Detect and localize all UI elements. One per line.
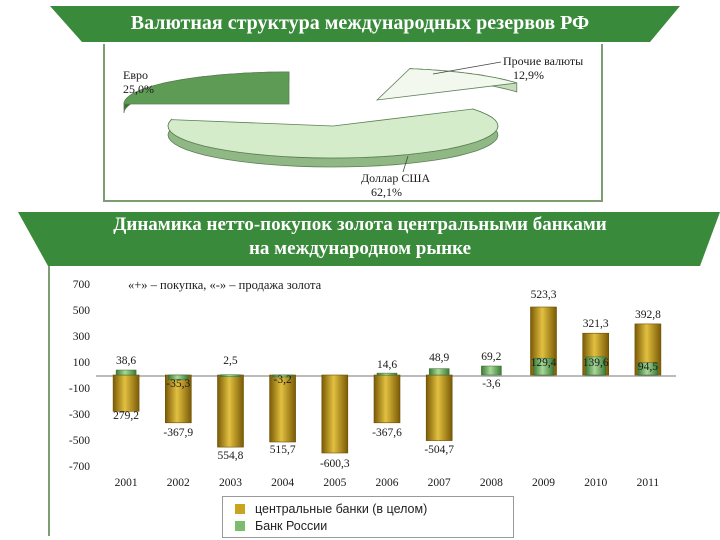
legend-label: центральные банки (в целом) <box>255 502 428 516</box>
pie-value-usd: 62,1% <box>371 185 402 199</box>
data-label-bank-of-russia: 2,5 <box>223 355 238 367</box>
x-tick-label: 2006 <box>376 477 399 489</box>
page-title: Валютная структура международных резерво… <box>130 12 590 34</box>
data-label-bank-of-russia: 38,6 <box>116 355 136 367</box>
bar-central-banks <box>165 374 192 424</box>
bar-bank-of-russia <box>272 374 293 378</box>
data-label-bank-of-russia: 129,4 <box>531 357 557 369</box>
pie-slice <box>167 108 499 159</box>
y-tick-label: -300 <box>69 409 90 421</box>
y-tick-label: -100 <box>69 383 90 395</box>
chart-legend: центральные банки (в целом) Банк России <box>222 496 514 538</box>
x-tick-label: 2005 <box>323 477 346 489</box>
x-tick-label: 2002 <box>167 477 190 489</box>
banner-shape <box>18 212 720 266</box>
pie-slice <box>375 68 517 101</box>
x-tick-label: 2007 <box>428 477 451 489</box>
y-tick-label: -500 <box>69 435 90 447</box>
section-title-line1: Динамика нетто-покупок золота центральны… <box>113 214 607 235</box>
x-tick-label: 2011 <box>637 477 660 489</box>
pie-leader-line <box>432 61 502 75</box>
legend-swatch-green <box>235 521 245 531</box>
bar-bank-of-russia <box>168 374 189 380</box>
y-tick-label: -700 <box>69 461 90 473</box>
pie-chart-frame <box>103 44 603 202</box>
header-banner-bottom: Динамика нетто-покупок золота центральны… <box>0 212 720 266</box>
bar-bank-of-russia <box>533 357 554 376</box>
data-label-bank-of-russia: 139,6 <box>583 357 609 369</box>
pie-slice <box>123 71 290 105</box>
bar-central-banks <box>217 374 244 448</box>
pie-value-euro: 25,0% <box>123 82 154 96</box>
y-tick-label: 700 <box>73 279 91 291</box>
data-label-bank-of-russia: 14,6 <box>377 359 397 371</box>
data-label-central-banks: 321,3 <box>583 318 609 330</box>
legend-item-bank-of-russia: Банк России <box>235 519 327 537</box>
legend-item-central-banks: центральные банки (в целом) <box>235 502 427 520</box>
y-tick-label: 100 <box>73 357 91 369</box>
y-tick-label: 500 <box>73 305 91 317</box>
data-label-bank-of-russia: -3,2 <box>274 374 292 386</box>
data-label-bank-of-russia: 94,5 <box>638 361 658 373</box>
legend-swatch-gold <box>235 504 245 514</box>
bar-central-banks <box>373 374 401 424</box>
data-label-bank-of-russia: 69,2 <box>481 351 501 363</box>
banner-shape <box>50 6 680 42</box>
x-tick-label: 2010 <box>584 477 607 489</box>
pie-label-euro: Евро <box>123 68 148 82</box>
bar-chart-frame <box>48 266 708 536</box>
section-title-line2: на международном рынке <box>248 238 472 259</box>
bar-bank-of-russia <box>637 362 659 376</box>
data-label-bank-of-russia: -35,3 <box>166 378 190 390</box>
pie-label-usd: Доллар США <box>361 171 430 185</box>
bar-central-banks <box>321 374 349 454</box>
y-tick-label: 300 <box>73 331 91 343</box>
pie-leader-line <box>402 155 409 173</box>
data-label-central-banks: 523,3 <box>531 289 557 301</box>
x-tick-label: 2003 <box>219 477 242 489</box>
bar-central-banks <box>425 374 453 441</box>
header-banner-top: Валютная структура международных резерво… <box>0 6 720 42</box>
data-label-central-banks: -600,3 <box>320 458 350 470</box>
data-label-extra: -3,6 <box>482 378 500 390</box>
bar-bank-of-russia <box>481 365 502 376</box>
x-tick-label: 2009 <box>532 477 555 489</box>
bar-bank-of-russia <box>220 374 241 377</box>
bar-chart: 700 500 300 100 -100 -300 -500 -700 «+» – покупк… <box>69 278 676 489</box>
x-tick-label: 2001 <box>115 477 138 489</box>
data-label-central-banks: -367,6 <box>372 427 402 439</box>
x-tick-label: 2004 <box>271 477 294 489</box>
bar-bank-of-russia <box>585 356 606 376</box>
pie-value-other: 12,9% <box>513 68 544 82</box>
data-label-central-banks: 515,7 <box>270 444 296 456</box>
data-label-bank-of-russia: 48,9 <box>429 352 449 364</box>
data-label-central-banks: 279,2 <box>113 410 139 422</box>
bar-bank-of-russia <box>115 369 137 376</box>
legend-label: Банк России <box>255 519 328 533</box>
bar-bank-of-russia <box>428 368 450 376</box>
data-label-central-banks: -504,7 <box>424 444 454 456</box>
data-label-central-banks: -367,9 <box>163 427 193 439</box>
x-tick-label: 2008 <box>480 477 503 489</box>
bar-central-banks <box>112 374 140 412</box>
data-label-central-banks: 554,8 <box>218 450 244 462</box>
bar-central-banks <box>269 374 296 443</box>
bar-bank-of-russia <box>376 372 398 376</box>
chart-annotation: «+» – покупка, «-» – продажа золота <box>128 278 322 292</box>
pie-label-other: Прочие валюты <box>503 54 583 68</box>
data-label-central-banks: 392,8 <box>635 309 661 321</box>
